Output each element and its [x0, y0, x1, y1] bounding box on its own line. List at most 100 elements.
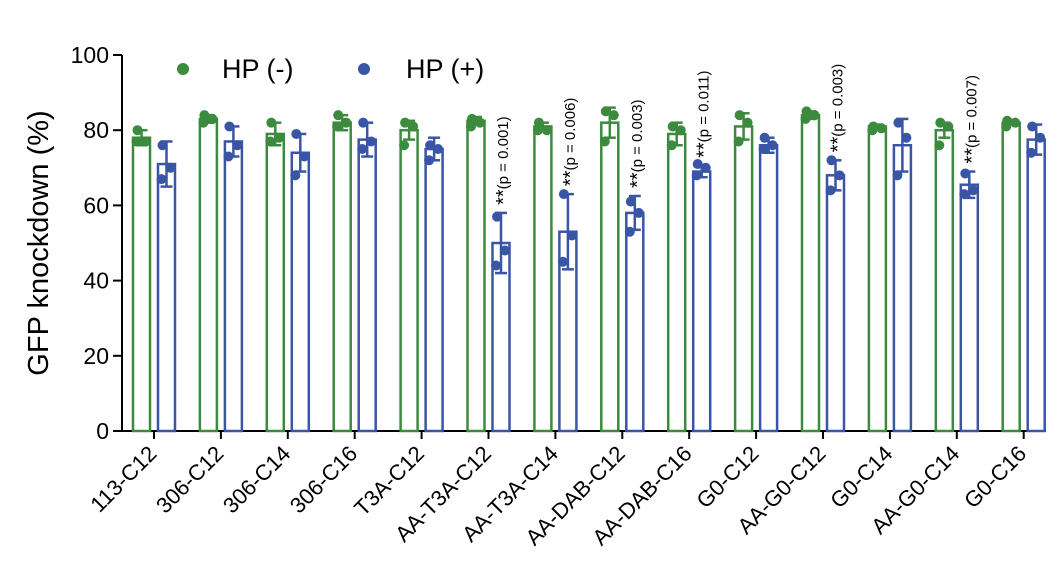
bar: [290, 151, 311, 433]
data-points: [131, 106, 1046, 271]
bar: [466, 119, 486, 433]
p-value-text: (p = 0.003): [830, 64, 847, 137]
data-point: [667, 121, 678, 132]
bar: [265, 132, 286, 433]
y-tick-label: 0: [96, 418, 109, 444]
data-point: [943, 121, 954, 132]
data-point: [876, 123, 887, 134]
data-point: [299, 151, 310, 162]
data-point: [892, 170, 903, 181]
significance-stars: **: [560, 170, 582, 186]
data-point: [333, 110, 344, 121]
data-point: [934, 140, 945, 151]
x-tick-label: 306-C12: [151, 441, 228, 518]
bars: [131, 106, 1046, 433]
significance-annotation: **(p = 0.006): [560, 98, 582, 187]
data-point: [633, 207, 644, 218]
data-point: [800, 113, 811, 124]
significance-stars: **: [694, 142, 716, 158]
data-point: [801, 106, 812, 117]
data-point: [475, 117, 485, 128]
legend-marker: [177, 63, 189, 75]
significance-annotation: **(p = 0.003): [828, 64, 850, 153]
data-point: [826, 155, 837, 166]
data-point: [608, 110, 619, 121]
data-point: [131, 136, 142, 147]
data-point: [834, 170, 845, 181]
y-tick-label: 20: [83, 343, 109, 369]
bar: [758, 143, 779, 433]
data-point: [533, 117, 544, 128]
bar: [223, 140, 244, 433]
data-point: [599, 136, 610, 147]
bar: [867, 125, 888, 433]
data-point: [625, 196, 636, 207]
data-point: [692, 159, 703, 170]
data-point: [358, 117, 369, 128]
data-point: [492, 211, 502, 222]
p-value-text: (p = 0.011): [696, 70, 713, 142]
data-point: [366, 136, 377, 147]
data-point: [825, 185, 836, 196]
data-point: [758, 144, 769, 154]
data-point: [332, 121, 343, 132]
bar: [934, 128, 955, 433]
significance-stars: **: [828, 136, 850, 152]
data-point: [132, 125, 143, 136]
data-point: [867, 125, 878, 136]
x-tick-label: G0-C16: [959, 441, 1031, 513]
x-tick-label: 306-C14: [218, 441, 295, 518]
data-point: [691, 170, 702, 181]
data-point: [199, 110, 210, 121]
data-point: [742, 117, 753, 128]
data-point: [600, 106, 611, 117]
data-point: [541, 125, 552, 136]
bar: [131, 136, 152, 433]
data-point: [357, 144, 368, 154]
data-point: [759, 132, 770, 143]
bar: [600, 121, 620, 433]
data-point: [425, 140, 436, 151]
data-point: [901, 132, 912, 143]
bar: [666, 132, 687, 433]
data-point: [341, 117, 352, 128]
data-point: [291, 128, 302, 139]
data-point: [424, 155, 435, 166]
y-tick-label: 60: [83, 192, 109, 218]
data-point: [558, 189, 569, 200]
bar: [800, 113, 821, 433]
significance-annotation: **(p = 0.007): [961, 75, 983, 164]
data-point: [198, 117, 209, 128]
significance-stars: **: [493, 189, 515, 205]
data-point: [666, 140, 677, 151]
legend-label: HP (-): [222, 54, 294, 84]
data-point: [467, 113, 477, 124]
p-value-text: (p = 0.007): [963, 75, 980, 148]
bar: [691, 170, 712, 433]
bar: [1026, 138, 1046, 433]
data-point: [1027, 121, 1038, 132]
data-point: [207, 113, 218, 124]
data-point: [959, 189, 970, 200]
data-point: [400, 117, 411, 128]
y-tick-label: 40: [83, 268, 109, 294]
bar: [1001, 121, 1021, 433]
bar: [399, 128, 419, 433]
data-point: [433, 144, 444, 154]
data-point: [157, 140, 168, 151]
data-point: [399, 140, 410, 151]
data-point: [1010, 117, 1021, 128]
bar: [825, 174, 846, 433]
data-point: [1026, 147, 1037, 158]
data-point: [734, 110, 745, 121]
data-point: [893, 117, 904, 128]
data-point: [500, 245, 510, 256]
data-point: [566, 230, 577, 241]
y-tick-label: 100: [71, 42, 109, 68]
p-value-text: (p = 0.006): [562, 98, 579, 171]
data-point: [624, 226, 635, 237]
y-axis-label: GFP knockdown (%): [23, 110, 55, 375]
labels: **(p = 0.001) **(p = 0.006)**(p = 0.003) *…: [493, 64, 983, 205]
bar: [892, 143, 913, 433]
